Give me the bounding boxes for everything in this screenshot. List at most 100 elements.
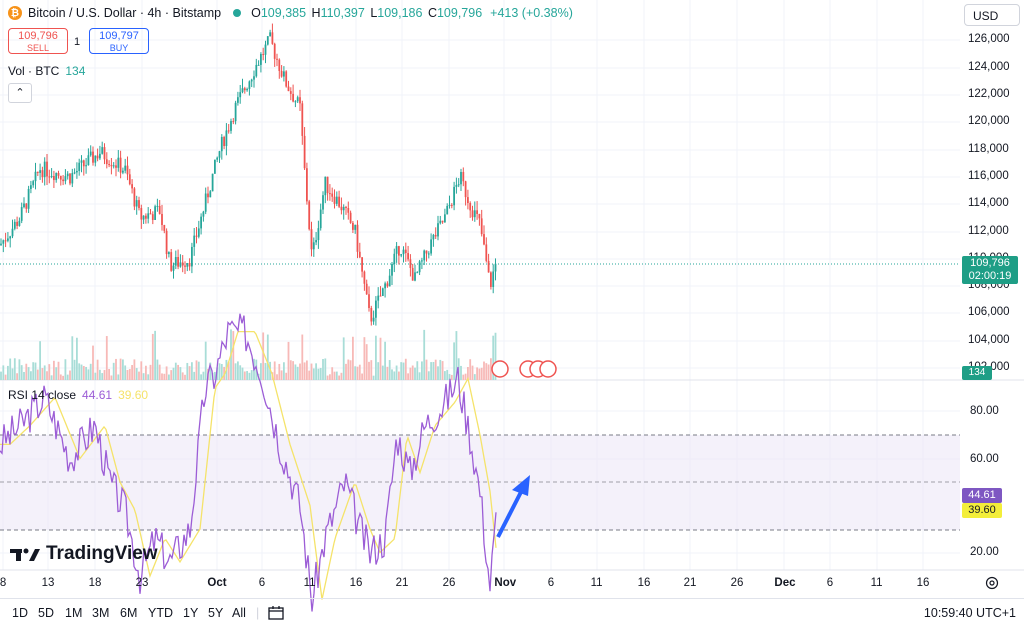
candle-body [25, 203, 28, 209]
candle-body [184, 265, 186, 267]
candle-body [64, 176, 67, 182]
candle-body [147, 213, 150, 219]
candle-body [89, 151, 92, 156]
time-axis-label: 6 [258, 577, 266, 589]
volume-bar [287, 341, 290, 380]
us-flag-icon [491, 360, 509, 378]
volume-bar [147, 374, 150, 380]
order-quantity[interactable]: 1 [74, 36, 81, 48]
volume-bar [384, 341, 386, 380]
candle-body [94, 155, 97, 163]
volume-bar [269, 361, 271, 380]
candle-body [186, 263, 189, 267]
rsi-line [0, 313, 497, 612]
range-3m[interactable]: 3M [92, 606, 110, 620]
candle-body [168, 252, 170, 255]
candle-body [425, 250, 428, 254]
candle-body [57, 172, 60, 176]
volume-bar [262, 332, 265, 380]
candle-body [62, 179, 64, 182]
candle-body [78, 162, 81, 171]
volume-bar [462, 374, 465, 380]
volume-bar [110, 375, 113, 380]
candle-body [32, 181, 35, 186]
candle-body [214, 159, 216, 174]
candle-body [209, 191, 212, 198]
candle-body [53, 176, 55, 181]
clock[interactable]: 10:59:40 UTC+1 [923, 606, 1016, 620]
sell-button[interactable]: 109,796 SELL [8, 28, 68, 54]
volume-bar [188, 366, 191, 380]
buy-button[interactable]: 109,797 BUY [89, 28, 149, 54]
candle-body [39, 170, 41, 173]
volume-bar [237, 361, 239, 380]
range-all[interactable]: All [232, 606, 246, 620]
volume-bars [0, 329, 497, 380]
candle-body [285, 71, 288, 87]
candle-body [96, 155, 99, 159]
volume-bar [69, 370, 71, 380]
currency-selector[interactable]: USD [964, 4, 1020, 26]
candle-body [7, 238, 9, 241]
range-1d[interactable]: 1D [12, 606, 28, 620]
candle-body [117, 157, 120, 168]
volume-bar [48, 364, 51, 380]
candle-body [471, 210, 474, 218]
candle-body [301, 103, 304, 136]
collapse-legend-button[interactable]: ⌃ [8, 83, 32, 103]
settings-icon[interactable] [985, 576, 999, 590]
volume-bar [34, 362, 37, 380]
candle-body [340, 206, 343, 211]
candle-body [126, 165, 129, 175]
range-6m[interactable]: 6M [120, 606, 138, 620]
volume-bar [13, 358, 16, 380]
price-axis-label: 116,000 [968, 170, 1009, 182]
candle-body [388, 275, 391, 287]
range-1y[interactable]: 1Y [183, 606, 199, 620]
candle-body [492, 271, 495, 287]
volume-bar [140, 361, 143, 380]
candle-body [469, 203, 472, 211]
volume-bar [266, 334, 269, 380]
volume-bar [393, 371, 396, 380]
range-1m[interactable]: 1M [65, 606, 83, 620]
range-5d[interactable]: 5D [38, 606, 54, 620]
volume-bar [289, 360, 292, 380]
candle-body [480, 218, 483, 235]
candle-body [317, 228, 320, 241]
candle-body [347, 208, 350, 213]
candle-body [294, 101, 297, 103]
candle-body [400, 254, 403, 256]
candle-body [241, 88, 244, 93]
range-ytd[interactable]: YTD [148, 606, 173, 620]
market-status-icon [233, 9, 242, 17]
symbol-title[interactable]: Bitcoin / U.S. Dollar · 4h · Bitstamp [28, 6, 222, 20]
candle-body [329, 193, 331, 195]
volume-bar [179, 367, 182, 380]
candle-body [105, 159, 108, 165]
candle-body [283, 71, 285, 77]
volume-bar [469, 359, 472, 380]
volume-bar [186, 362, 189, 380]
calendar-icon[interactable] [268, 605, 286, 621]
volume-bar [333, 371, 336, 380]
volume-bar [200, 374, 202, 380]
time-axis-label: 11 [303, 577, 316, 589]
candle-body [427, 253, 430, 255]
volume-bar [317, 368, 320, 380]
volume-bar [18, 359, 21, 380]
candle-body [112, 165, 115, 167]
candle-body [324, 176, 327, 196]
candle-body [386, 283, 389, 287]
candle-body [248, 81, 251, 89]
range-5y[interactable]: 5Y [208, 606, 224, 620]
candle-body [230, 121, 232, 131]
candle-body [41, 170, 44, 178]
volume-bar [2, 365, 5, 380]
tradingview-logo[interactable]: TradingView [10, 543, 158, 565]
volume-bar [135, 368, 138, 380]
volume-bar [430, 362, 432, 380]
volume-bar [92, 345, 94, 380]
candle-body [356, 224, 359, 252]
